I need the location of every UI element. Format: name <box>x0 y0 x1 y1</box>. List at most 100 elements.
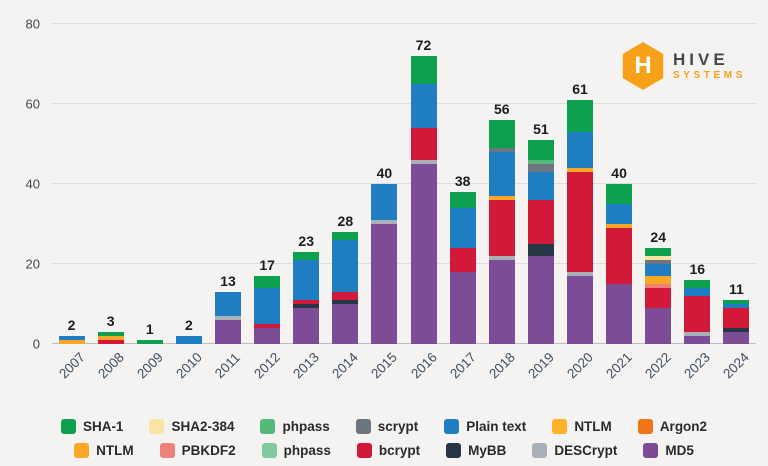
bar-segment-scrypt <box>488 148 515 152</box>
bar-segment-sha-1 <box>254 276 281 288</box>
bar-segment-plain-text <box>214 292 241 316</box>
bar-segment-mybb <box>332 300 359 304</box>
bar-column: 17 <box>248 24 287 344</box>
bar-stack <box>606 184 633 344</box>
bars-container: 2 3 1 2 13 17 23 28 40 72 38 56 51 61 40 24 16 11 <box>52 24 756 344</box>
legend-label: NTLM <box>96 443 134 458</box>
bar-segment-bcrypt <box>645 288 672 308</box>
bar-segment-sha-1 <box>566 100 593 132</box>
bar-column: 24 <box>639 24 678 344</box>
x-tick-label: 2007 <box>55 349 88 382</box>
bar-stack <box>293 252 320 344</box>
bar-segment-ntlm <box>566 168 593 172</box>
bar-segment-plain-text <box>723 304 750 308</box>
bar-segment-md5 <box>645 308 672 344</box>
bar-segment-bcrypt <box>293 300 320 304</box>
bar-column: 40 <box>600 24 639 344</box>
legend-label: PBKDF2 <box>181 443 236 458</box>
gridline <box>52 23 756 24</box>
legend-row: NTLM PBKDF2 phpass bcrypt MyBB DESCrypt MD5 <box>74 443 694 458</box>
bar-segment-md5 <box>293 308 320 344</box>
bar-column: 2 <box>169 24 208 344</box>
bar-stack <box>136 340 163 344</box>
legend-label: SHA2-384 <box>171 419 235 434</box>
bar-stack <box>371 184 398 344</box>
bar-segment-descrypt <box>371 220 398 224</box>
bar-segment-plain-text <box>332 240 359 292</box>
bar-segment-mybb <box>723 328 750 332</box>
bar-column: 38 <box>443 24 482 344</box>
bar-segment-mybb <box>527 244 554 256</box>
legend-item-md5: MD5 <box>643 443 694 458</box>
bar-segment-ntlm <box>606 224 633 228</box>
plot-area: 2 3 1 2 13 17 23 28 40 72 38 56 51 61 40 24 16 11 <box>52 23 756 344</box>
bar-segment-md5 <box>410 164 437 344</box>
bar-segment-sha-1 <box>410 56 437 84</box>
bar-stack <box>175 336 202 344</box>
bar-stack <box>97 332 124 344</box>
bar-segment-descrypt <box>684 332 711 336</box>
bar-total-label: 56 <box>493 101 510 117</box>
bar-total-label: 23 <box>298 233 314 249</box>
bar-total-label: 24 <box>650 229 666 245</box>
bar-segment-md5 <box>254 328 281 344</box>
bar-segment-sha-1 <box>645 248 672 256</box>
bar-column: 56 <box>482 24 521 344</box>
bar-segment-sha-1 <box>97 332 124 336</box>
bar-segment-bcrypt <box>449 248 476 272</box>
legend-row: SHA-1 SHA2-384 phpass scrypt Plain text NTLM A… <box>60 419 707 434</box>
hexagon-logo-icon: H <box>622 42 664 90</box>
legend-item-sha2-384: SHA2-384 <box>149 419 234 434</box>
logo-line1: HIVE <box>673 50 729 70</box>
bar-total-label: 11 <box>729 281 744 297</box>
legend-item-pbkdf2: PBKDF2 <box>159 443 236 458</box>
bar-column: 51 <box>521 24 560 344</box>
bar-segment-sha-1 <box>684 280 711 288</box>
x-tick-label: 2021 <box>603 349 636 382</box>
bar-segment-sha-1 <box>527 140 554 160</box>
logo-wordmark: HIVE SYSTEMS <box>673 50 746 81</box>
logo-line2: SYSTEMS <box>673 70 746 82</box>
legend-swatch <box>446 443 462 458</box>
legend-label: MyBB <box>468 443 507 458</box>
x-tick-label: 2013 <box>290 349 323 382</box>
bar-segment-ntlm <box>488 196 515 200</box>
legend: SHA-1 SHA2-384 phpass scrypt Plain text NTLM A… <box>0 419 768 458</box>
legend-label: scrypt <box>377 419 419 434</box>
logo-letter: H <box>634 52 652 79</box>
bar-total-label: 13 <box>220 273 236 289</box>
bar-total-label: 16 <box>689 261 706 277</box>
x-tick-label: 2011 <box>212 349 244 382</box>
bar-segment-sha-1 <box>449 192 476 208</box>
bar-segment-bcrypt <box>488 200 515 256</box>
bar-total-label: 61 <box>572 81 588 97</box>
bar-total-label: 2 <box>184 317 193 333</box>
bar-column: 2 <box>52 24 91 344</box>
bar-total-label: 72 <box>415 37 432 53</box>
y-axis-label: 0 <box>32 336 40 352</box>
bar-segment-sha-1 <box>606 184 633 204</box>
legend-label: SHA-1 <box>82 419 124 434</box>
legend-swatch <box>149 419 165 434</box>
legend-swatch <box>444 419 460 434</box>
legend-item-bcrypt: bcrypt <box>356 443 420 458</box>
bar-column: 23 <box>287 24 326 344</box>
bar-stack <box>684 280 711 344</box>
x-tick-label: 2015 <box>368 349 401 382</box>
bar-segment-descrypt <box>566 272 593 276</box>
legend-swatch <box>60 419 76 434</box>
bar-total-label: 17 <box>259 257 275 273</box>
legend-label: phpass <box>282 419 330 434</box>
bar-segment-plain-text <box>410 84 437 128</box>
bar-stack <box>58 336 85 344</box>
bar-segment-plain-text <box>488 152 515 196</box>
hive-systems-logo: H HIVE SYSTEMS <box>621 42 746 90</box>
legend-item-sha-1: SHA-1 <box>60 419 124 434</box>
bar-segment-bcrypt <box>410 128 437 160</box>
bar-segment-plain-text <box>371 184 398 220</box>
bar-segment-pbkdf2 <box>645 284 672 288</box>
bar-segment-plain-text <box>449 208 476 248</box>
bar-total-label: 38 <box>454 173 471 189</box>
x-tick-label: 2018 <box>485 349 518 382</box>
